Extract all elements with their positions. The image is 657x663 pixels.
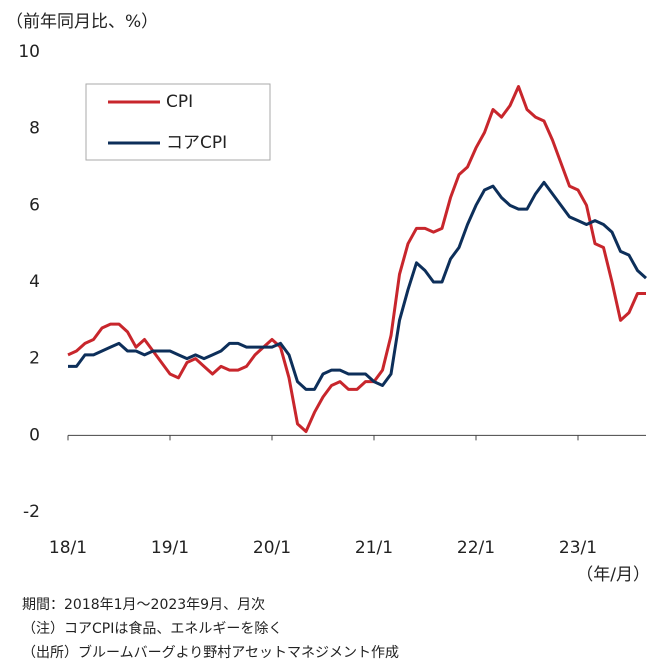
- y-axis-label: （前年同月比、%）: [6, 12, 158, 32]
- note: （出所）ブルームバーグより野村アセットマネジメント作成: [22, 644, 399, 661]
- y-tick-label: 6: [29, 195, 40, 215]
- x-tick-label: 23/1: [559, 538, 597, 558]
- note: （注）コアCPIは食品、エネルギーを除く: [22, 620, 282, 637]
- x-tick-label: 22/1: [457, 538, 495, 558]
- note: 期間：2018年1月～2023年9月、月次: [22, 597, 265, 613]
- y-tick-label: 0: [29, 425, 40, 445]
- legend-label: コアCPI: [166, 133, 227, 153]
- y-tick-label: 2: [29, 349, 40, 369]
- x-tick-label: 21/1: [355, 538, 393, 558]
- y-tick-label: 8: [29, 119, 40, 139]
- series-line: [67, 85, 646, 433]
- x-tick-label: 18/1: [49, 538, 87, 558]
- legend-box: [85, 83, 271, 161]
- y-tick-label: 10: [18, 42, 40, 62]
- x-tick-label: 19/1: [151, 538, 189, 558]
- y-tick-label: -2: [23, 502, 40, 522]
- y-tick-label: 4: [29, 272, 40, 292]
- series-line: [68, 180, 648, 391]
- x-tick-label: 20/1: [253, 538, 291, 558]
- x-axis-label: （年/月）: [576, 565, 650, 585]
- legend-label: CPI: [166, 92, 193, 112]
